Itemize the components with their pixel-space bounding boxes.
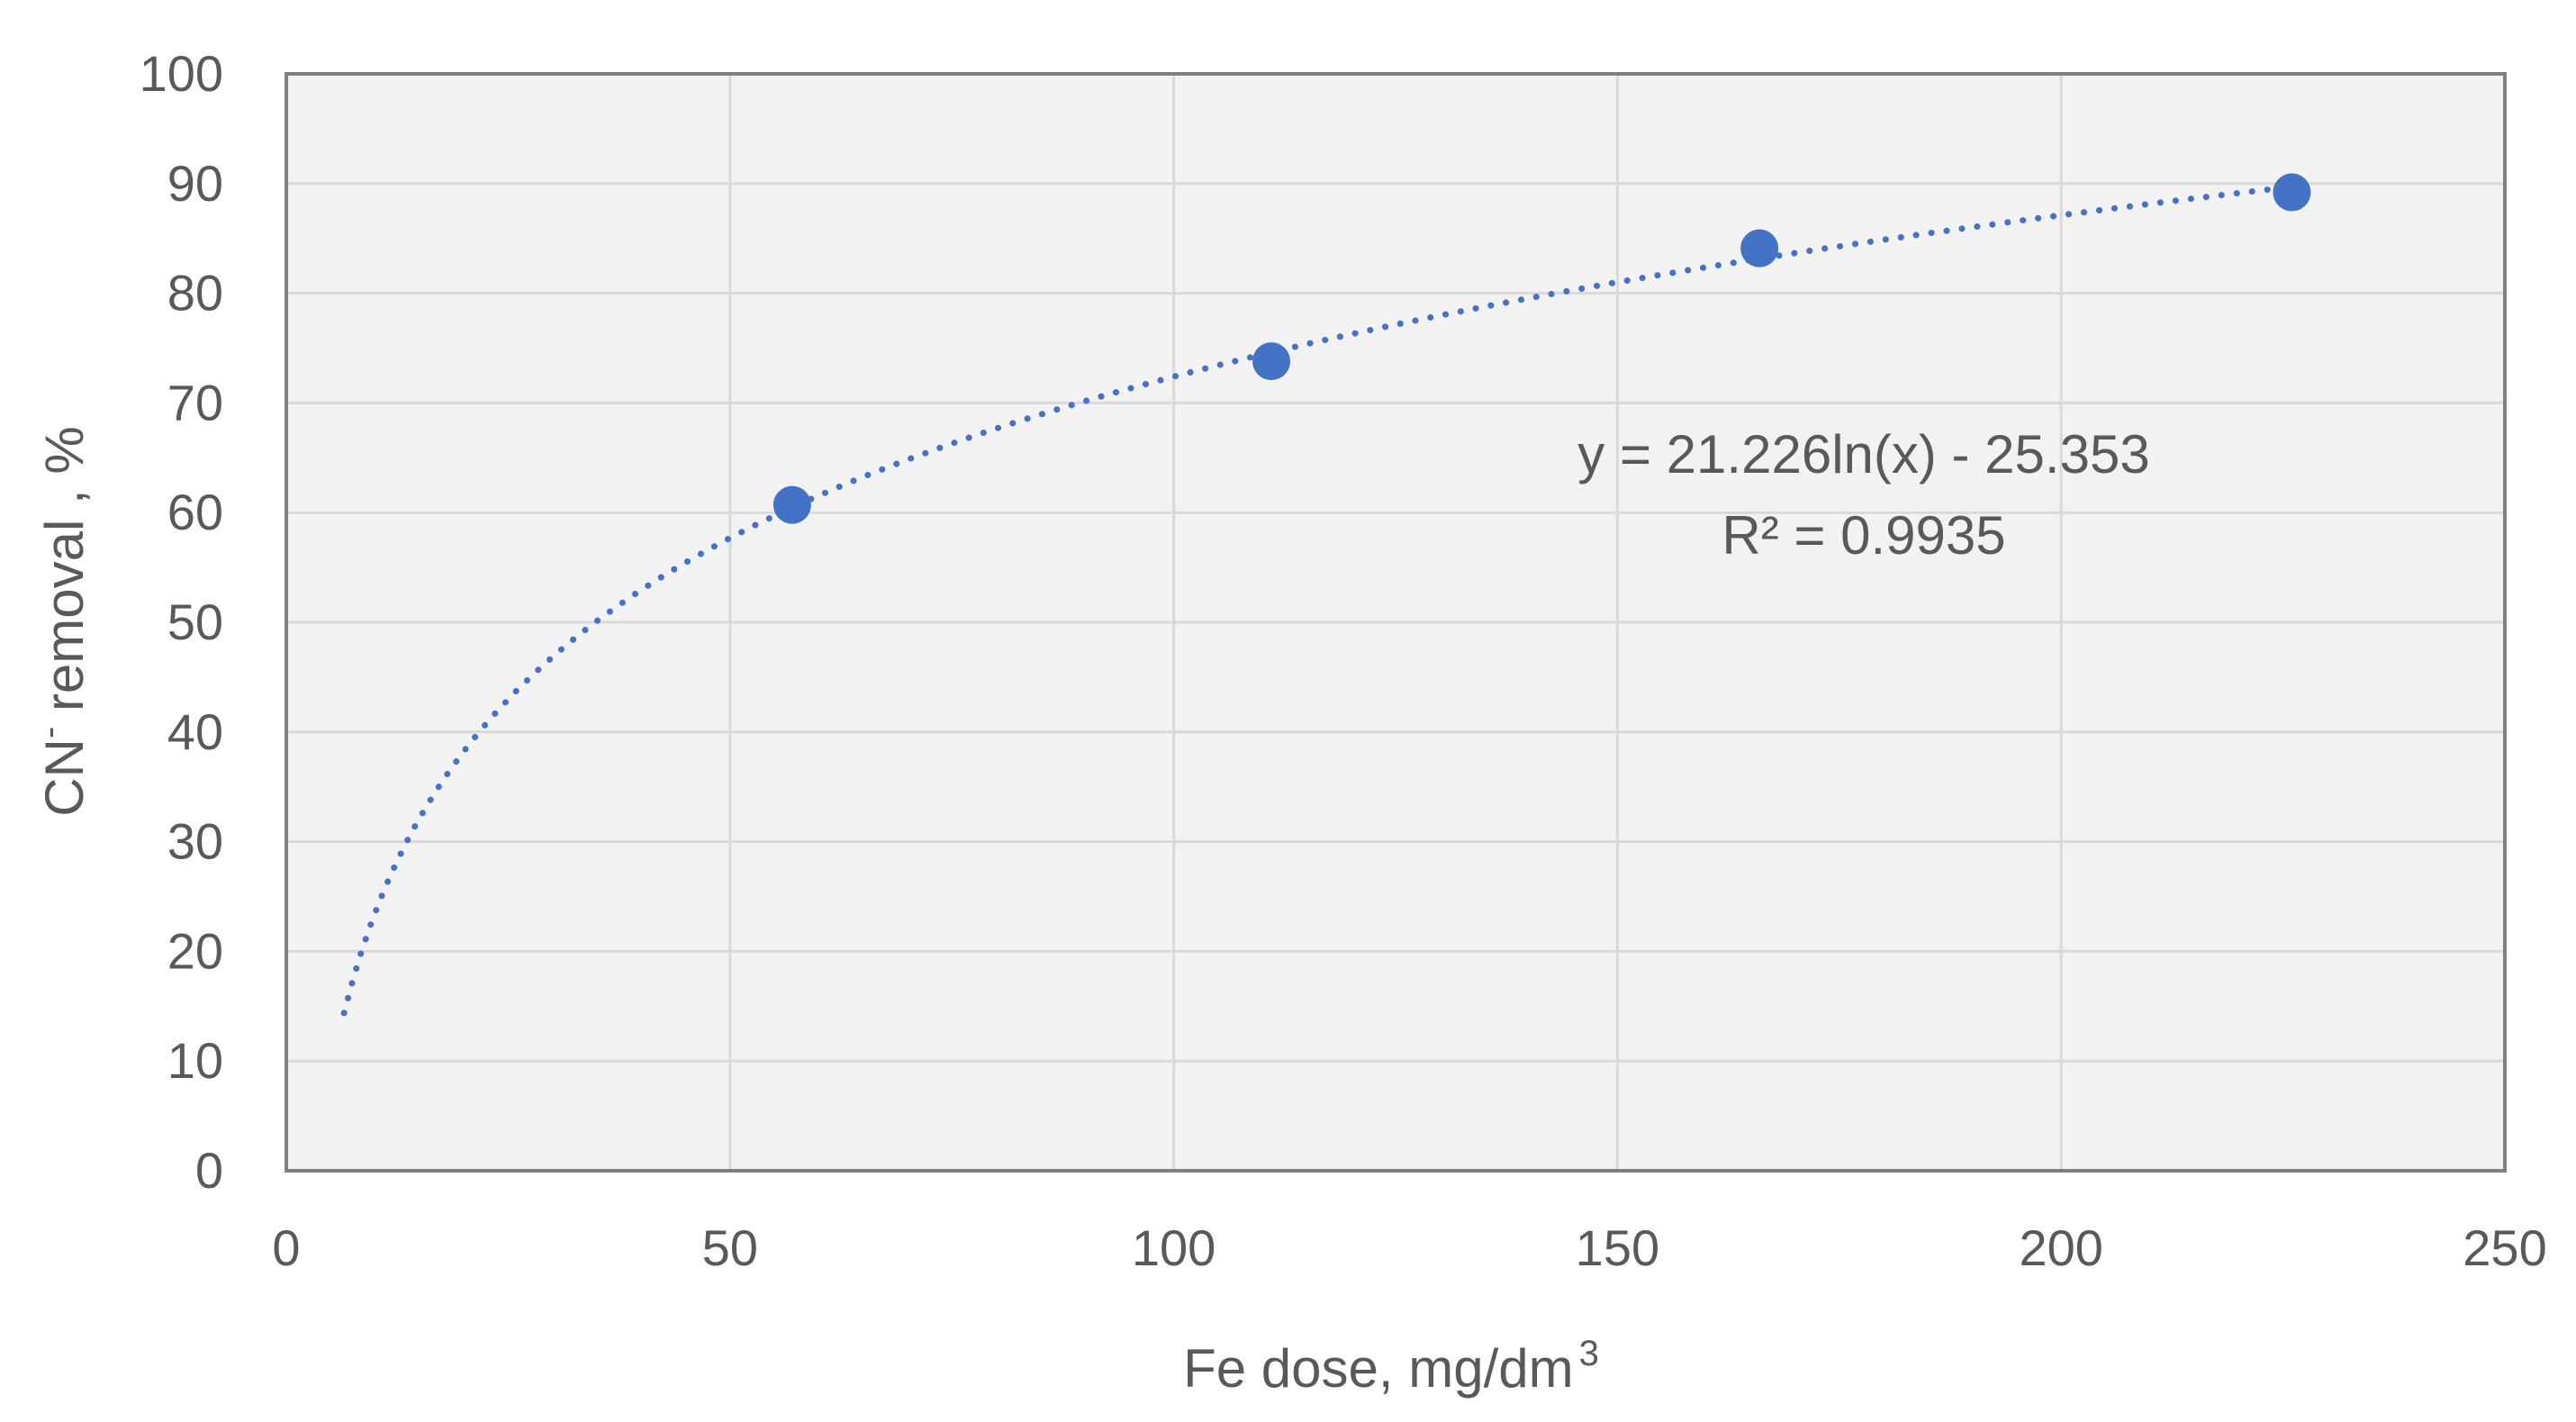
trendline-r-squared: R² = 0.9935: [1722, 505, 2005, 566]
y-tick-label: 40: [167, 703, 223, 760]
y-tick-label: 90: [167, 155, 223, 212]
gridlines: [286, 74, 2505, 1171]
y-axis-title-main: CN: [34, 738, 95, 817]
data-point: [773, 485, 811, 524]
y-tick-label: 70: [167, 374, 223, 430]
plot-border: [285, 72, 2507, 1173]
y-axis-title: CN- removal , %: [30, 426, 95, 816]
y-tick-label: 60: [167, 484, 223, 540]
data-points: [773, 173, 2311, 524]
x-axis-title: Fe dose, mg/dm 3: [1183, 1334, 1599, 1399]
y-axis-title-rest: removal , %: [34, 426, 95, 726]
data-point: [1252, 342, 1291, 381]
y-tick-label: 20: [167, 922, 223, 979]
data-point: [1740, 229, 1779, 267]
trendline-equation: y = 21.226ln(x) - 25.353: [1577, 424, 2149, 485]
x-axis-title-superscript: 3: [1579, 1334, 1599, 1373]
y-axis-title-superscript: -: [30, 727, 69, 738]
x-tick-label: 0: [272, 1219, 300, 1276]
x-tick-label: 100: [1132, 1219, 1216, 1276]
data-point: [2273, 173, 2311, 212]
y-tick-label: 100: [140, 45, 223, 102]
y-tick-label: 80: [167, 265, 223, 322]
x-tick-label: 150: [1576, 1219, 1659, 1276]
y-tick-label: 30: [167, 813, 223, 870]
y-tick-label: 10: [167, 1032, 223, 1089]
y-tick-label: 50: [167, 593, 223, 650]
x-tick-label: 250: [2463, 1219, 2546, 1276]
x-axis-title-main: Fe dose, mg/dm: [1183, 1338, 1574, 1399]
x-tick-label: 200: [2019, 1219, 2102, 1276]
y-tick-label: 0: [195, 1142, 223, 1199]
x-axis-ticks: 0 50 100 150 200 250: [272, 1219, 2546, 1276]
x-tick-label: 50: [702, 1219, 758, 1276]
y-axis-ticks: 0 10 20 30 40 50 60 70 80 90 100: [140, 45, 223, 1199]
